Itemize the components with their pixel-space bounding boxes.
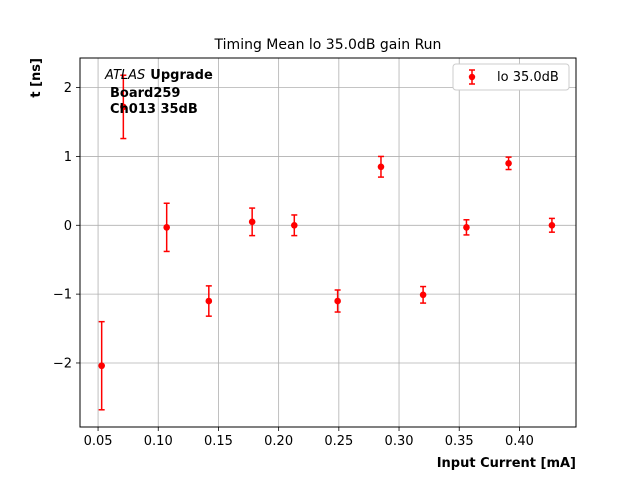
- data-point: [205, 285, 213, 317]
- legend-label: lo 35.0dB: [497, 70, 559, 85]
- annotation: ATLAS Upgrade Board259 Ch013 35dB: [104, 68, 213, 117]
- y-axis-label: t [ns]: [29, 58, 44, 98]
- y-axis-ticks: −2 −1 0 1 2: [53, 81, 80, 371]
- data-point: [548, 217, 556, 233]
- y-tick-label: 0: [64, 219, 72, 234]
- annotation-experiment: ATLAS: [104, 68, 145, 83]
- x-axis-ticks: 0.05 0.10 0.15 0.20 0.25 0.30 0.35 0.40: [84, 427, 534, 449]
- x-axis-label: Input Current [mA]: [437, 456, 576, 471]
- x-tick-label: 0.05: [84, 434, 113, 449]
- data-point: [505, 156, 512, 171]
- x-tick-label: 0.25: [324, 434, 353, 449]
- data-point: [334, 289, 341, 313]
- legend: lo 35.0dB: [452, 63, 570, 91]
- point-marker: [205, 297, 213, 305]
- x-tick-label: 0.20: [264, 434, 293, 449]
- data-point: [419, 285, 427, 304]
- data-point: [98, 320, 105, 411]
- annotation-channel: Ch013 35dB: [110, 102, 198, 117]
- data-point: [290, 214, 298, 237]
- x-tick-label: 0.10: [144, 434, 173, 449]
- annotation-board: Board259: [110, 86, 180, 101]
- x-tick-label: 0.30: [385, 434, 414, 449]
- y-tick-label: −1: [53, 288, 72, 303]
- point-marker: [377, 163, 385, 171]
- point-marker: [419, 291, 427, 299]
- legend-box: [452, 63, 570, 91]
- data-point: [248, 207, 256, 237]
- annotation-tag: Upgrade: [150, 68, 213, 83]
- x-tick-label: 0.15: [204, 434, 233, 449]
- data-point: [120, 74, 127, 140]
- chart-title: Timing Mean lo 35.0dB gain Run: [214, 37, 442, 53]
- grid: [80, 58, 576, 427]
- data-point: [163, 202, 170, 253]
- point-marker: [163, 224, 170, 231]
- x-tick-label: 0.40: [505, 434, 534, 449]
- point-marker: [548, 221, 556, 229]
- point-marker: [463, 224, 470, 231]
- point-marker: [248, 218, 256, 226]
- point-marker: [334, 297, 341, 305]
- plot-frame: [79, 57, 577, 428]
- data-point: [463, 219, 470, 236]
- legend-marker: [468, 69, 476, 85]
- data-series: [98, 74, 556, 411]
- point-marker: [120, 103, 127, 111]
- point-marker: [505, 160, 512, 167]
- point-marker: [290, 221, 298, 229]
- annotation-line1: ATLAS Upgrade: [104, 68, 213, 83]
- point-marker: [98, 362, 105, 370]
- y-tick-label: 1: [64, 150, 72, 165]
- x-tick-label: 0.35: [445, 434, 474, 449]
- y-tick-label: 2: [64, 81, 72, 96]
- y-tick-label: −2: [53, 356, 72, 371]
- data-point: [377, 155, 385, 178]
